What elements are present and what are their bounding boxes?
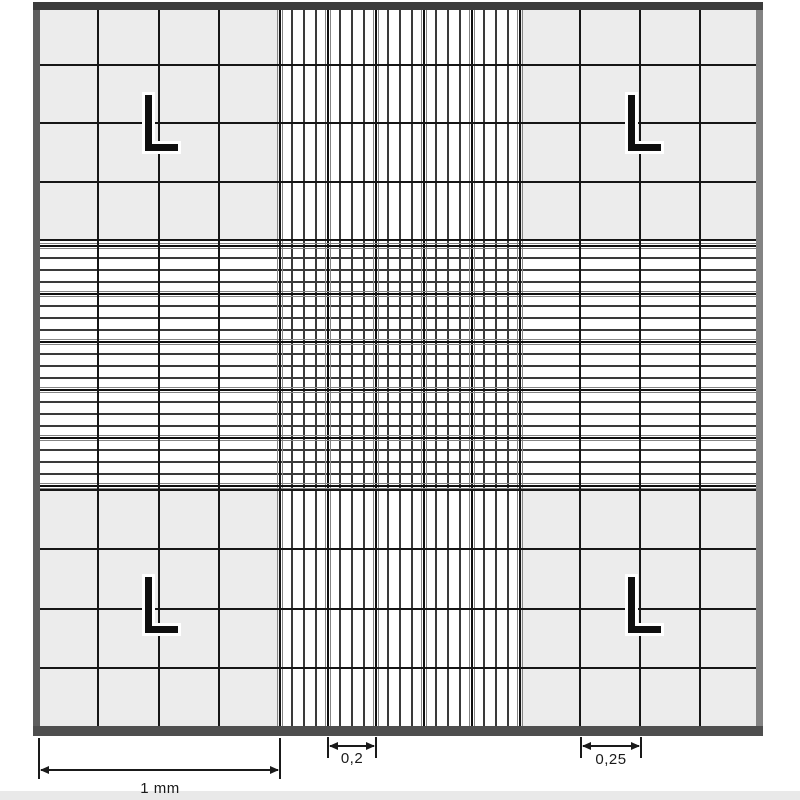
corner-l-mark-vertical: [628, 577, 635, 633]
fine-vertical-line: [399, 4, 401, 732]
coarse-horizontal-line: [35, 180, 762, 183]
group-boundary-triple-line-vertical: [325, 4, 331, 732]
photo-edge-strip: [0, 791, 800, 800]
fine-vertical-line: [303, 4, 305, 732]
fine-horizontal-line: [35, 353, 762, 355]
coarse-vertical-line: [279, 4, 281, 732]
coarse-horizontal-line: [35, 607, 762, 610]
fine-vertical-line: [315, 4, 317, 732]
fine-horizontal-line: [35, 257, 762, 259]
fine-vertical-line: [291, 4, 293, 732]
group-boundary-triple-line-horizontal: [35, 483, 762, 489]
top-border: [33, 2, 763, 10]
dimension-extension-tick: [38, 738, 40, 779]
group-boundary-triple-line-vertical: [373, 4, 379, 732]
fine-vertical-line: [507, 4, 509, 732]
fine-horizontal-line: [35, 473, 762, 475]
fine-horizontal-line: [35, 365, 762, 367]
coarse-horizontal-line: [35, 548, 762, 551]
coarse-vertical-line: [218, 4, 221, 732]
fine-vertical-line: [363, 4, 365, 732]
group-boundary-triple-line-horizontal: [35, 435, 762, 441]
fine-vertical-line: [351, 4, 353, 732]
fine-horizontal-line: [35, 329, 762, 331]
fine-vertical-line: [339, 4, 341, 732]
fine-horizontal-line: [35, 317, 762, 319]
corner-l-mark-vertical: [145, 95, 152, 151]
dimension-extension-tick: [640, 737, 642, 758]
fine-vertical-line: [435, 4, 437, 732]
fine-vertical-line: [411, 4, 413, 732]
coarse-vertical-line: [519, 4, 521, 732]
dimension-arrowhead: [329, 742, 338, 750]
coarse-horizontal-line: [35, 122, 762, 124]
fine-horizontal-line: [35, 401, 762, 403]
group-boundary-triple-line-vertical: [469, 4, 475, 732]
coarse-horizontal-line: [35, 239, 762, 241]
coarse-vertical-line: [157, 4, 160, 732]
fine-horizontal-line: [35, 449, 762, 451]
fine-horizontal-line: [35, 281, 762, 283]
fine-vertical-line: [495, 4, 497, 732]
dimension-extension-tick: [279, 738, 281, 779]
fine-vertical-line: [447, 4, 449, 732]
corner-l-mark-horizontal: [628, 626, 661, 633]
dimension-label-0-25: 0,25: [595, 751, 627, 768]
dimension-arrowhead: [631, 742, 640, 750]
dimension-label-1mm: 1 mm: [140, 780, 180, 797]
dimension-label-0-2: 0,2: [340, 750, 364, 767]
dimension-extension-tick: [327, 737, 329, 758]
dimension-arrowhead: [40, 766, 49, 774]
fine-vertical-line: [387, 4, 389, 732]
dimension-arrow-line: [41, 769, 278, 771]
fine-vertical-line: [459, 4, 461, 732]
fine-horizontal-line: [35, 269, 762, 271]
corner-l-mark-horizontal: [145, 144, 178, 151]
coarse-horizontal-line: [35, 666, 762, 669]
coarse-vertical-line: [579, 4, 581, 732]
coarse-vertical-line: [96, 4, 99, 732]
coarse-horizontal-line: [35, 63, 762, 66]
dimension-extension-tick: [375, 737, 377, 758]
group-boundary-triple-line-horizontal: [35, 291, 762, 297]
bottom-border: [33, 726, 763, 736]
corner-l-mark-horizontal: [145, 626, 178, 633]
corner-l-mark-vertical: [145, 577, 152, 633]
coarse-horizontal-line: [35, 489, 762, 491]
corner-l-mark-horizontal: [628, 144, 661, 151]
dimension-arrowhead: [270, 766, 279, 774]
fine-horizontal-line: [35, 413, 762, 415]
corner-l-mark-vertical: [628, 95, 635, 151]
fine-horizontal-line: [35, 377, 762, 379]
fine-horizontal-line: [35, 305, 762, 307]
dimension-extension-tick: [580, 737, 582, 758]
group-boundary-triple-line-horizontal: [35, 387, 762, 393]
group-boundary-triple-line-horizontal: [35, 243, 762, 249]
right-border: [756, 2, 763, 736]
dimension-arrowhead: [582, 742, 591, 750]
left-border: [33, 2, 40, 736]
coarse-vertical-line: [639, 4, 641, 732]
fine-vertical-line: [483, 4, 485, 732]
group-boundary-triple-line-vertical: [421, 4, 427, 732]
fine-horizontal-line: [35, 425, 762, 427]
dimension-arrowhead: [366, 742, 375, 750]
group-boundary-triple-line-horizontal: [35, 339, 762, 345]
dimension-arrow-line: [583, 745, 639, 747]
fine-horizontal-line: [35, 461, 762, 463]
dimension-arrow-line: [330, 745, 374, 747]
coarse-vertical-line: [699, 4, 701, 732]
